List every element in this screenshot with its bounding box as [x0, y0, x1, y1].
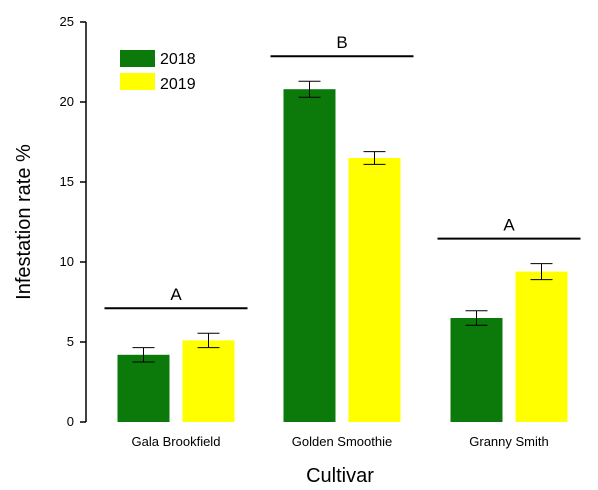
- significance-letter: A: [170, 285, 182, 304]
- y-tick-label: 0: [67, 414, 74, 429]
- significance-groups: A B A: [104, 33, 581, 310]
- x-axis-title: Cultivar: [306, 465, 374, 487]
- legend-swatch-2019: [120, 73, 155, 90]
- x-axis-category-labels: Gala Brookfield Golden Smoothie Granny Smi…: [132, 434, 549, 449]
- plot-area: 0 5 10 15 20 25 A B A Gala Brookfield Golden Smo…: [60, 14, 581, 449]
- bar-2019-0: [182, 340, 235, 422]
- bar-2019-2: [515, 271, 568, 422]
- legend-label-2019: 2019: [160, 76, 196, 93]
- legend-label-2018: 2018: [160, 51, 196, 68]
- y-tick-label: 25: [60, 14, 74, 29]
- bar-2019-1: [348, 158, 401, 422]
- y-tick-label: 20: [60, 94, 74, 109]
- y-tick-label: 15: [60, 174, 74, 189]
- y-tick-label: 10: [60, 254, 74, 269]
- x-category-label: Gala Brookfield: [132, 434, 221, 449]
- legend-swatch-2018: [120, 50, 155, 67]
- bar-2018-1: [283, 89, 336, 422]
- y-axis-ticks: 0 5 10 15 20 25: [60, 14, 86, 429]
- x-category-label: Golden Smoothie: [292, 434, 392, 449]
- y-axis-title: Infestation rate %: [13, 144, 35, 300]
- bar-2018-0: [117, 354, 170, 422]
- significance-letter: A: [503, 216, 515, 235]
- legend: 2018 2019: [120, 50, 196, 93]
- x-category-label: Granny Smith: [469, 434, 548, 449]
- significance-letter: B: [336, 33, 347, 52]
- bar-2018-2: [450, 318, 503, 422]
- error-bars: [132, 80, 553, 363]
- y-tick-label: 5: [67, 334, 74, 349]
- bar-series: [117, 89, 568, 422]
